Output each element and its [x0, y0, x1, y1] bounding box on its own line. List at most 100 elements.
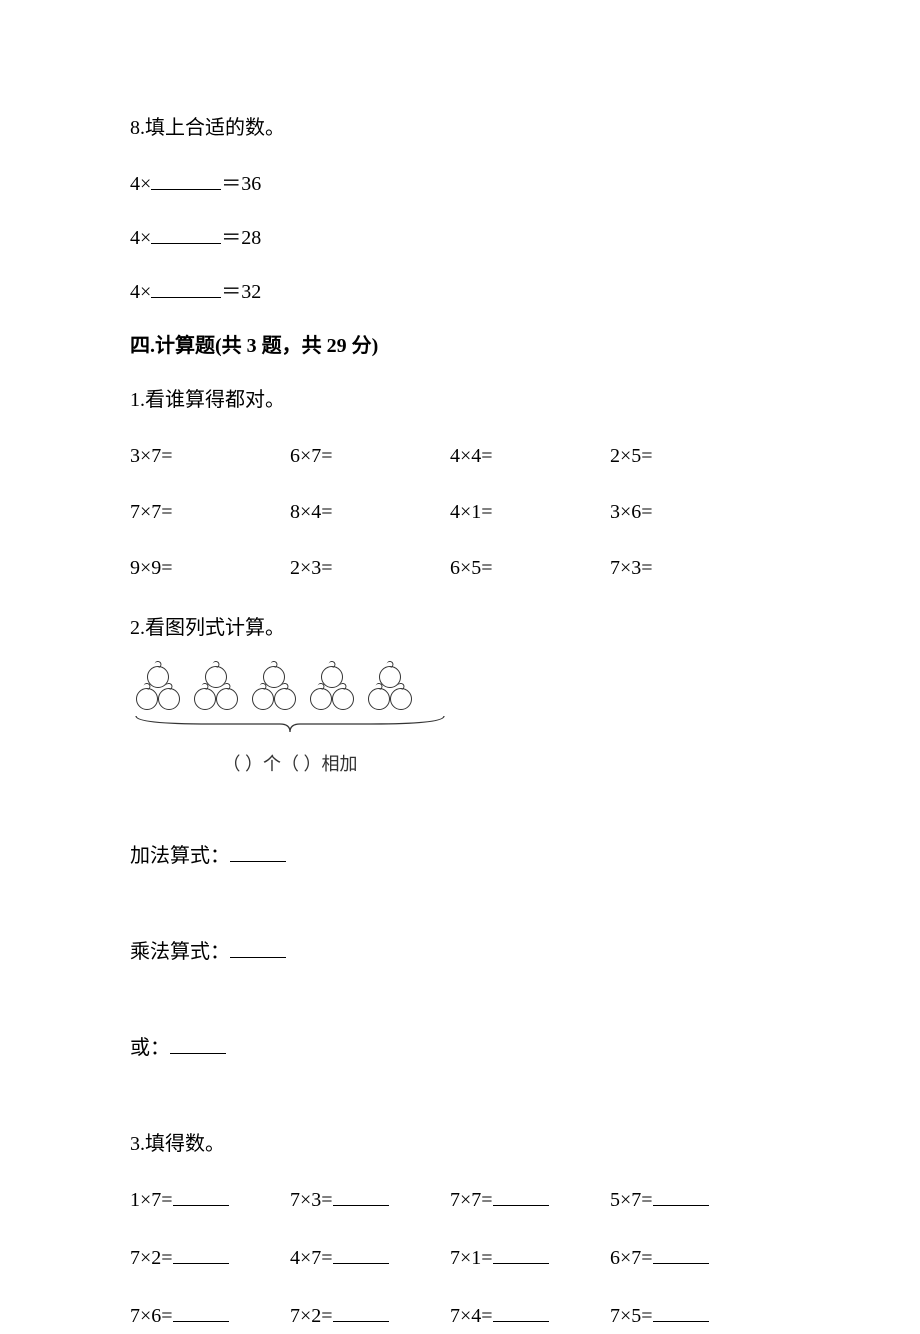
q3-cell: 7×6=: [130, 1298, 290, 1334]
apple-group: [136, 666, 180, 710]
apple-pair: [136, 688, 180, 710]
q1-grid: 3×7= 6×7= 4×4= 2×5= 7×7= 8×4= 4×1= 3×6= …: [130, 438, 790, 586]
apple-icon: [368, 688, 390, 710]
apple-row: [136, 666, 450, 710]
q3-cell: 4×7=: [290, 1240, 450, 1276]
spacer: [130, 980, 790, 1030]
blank: [151, 226, 221, 244]
apple-icon: [158, 688, 180, 710]
blank: [493, 1304, 549, 1322]
q1-cell: 2×3=: [290, 550, 450, 586]
q8-line-2-suffix: ＝28: [221, 227, 261, 249]
q2-or-label: 或：: [130, 1037, 170, 1059]
q8-line-2-prefix: 4×: [130, 227, 151, 249]
blank: [151, 172, 221, 190]
q3-expr: 7×5=: [610, 1305, 653, 1327]
q3-expr: 1×7=: [130, 1189, 173, 1211]
spacer: [130, 788, 790, 838]
q8-line-1: 4× ＝36: [130, 166, 790, 202]
q1-cell: 3×6=: [610, 494, 730, 530]
q1-cell: 7×7=: [130, 494, 290, 530]
q2-multiplication-label: 乘法算式：: [130, 941, 230, 963]
section-4-title: 四.计算题(共 3 题，共 29 分): [130, 328, 790, 364]
blank: [333, 1188, 389, 1206]
q1-cell: 3×7=: [130, 438, 290, 474]
brace-icon: [130, 714, 450, 734]
q3-grid: 1×7= 7×3= 7×7= 5×7= 7×2= 4×7= 7×1= 6×7= …: [130, 1182, 790, 1334]
q3-cell: 6×7=: [610, 1240, 750, 1276]
apple-icon: [310, 688, 332, 710]
q1-cell: 6×5=: [450, 550, 610, 586]
q3-expr: 7×7=: [450, 1189, 493, 1211]
blank: [173, 1304, 229, 1322]
apple-group: [194, 666, 238, 710]
q1-cell: 9×9=: [130, 550, 290, 586]
apple-pair: [368, 688, 412, 710]
apple-icon: [274, 688, 296, 710]
apple-icon: [332, 688, 354, 710]
q2-diagram-label: （ ）个（ ）相加: [130, 748, 450, 780]
apple-group: [310, 666, 354, 710]
q8-line-1-prefix: 4×: [130, 173, 151, 195]
apple-icon: [252, 688, 274, 710]
q3-cell: 7×4=: [450, 1298, 610, 1334]
q1-cell: 4×1=: [450, 494, 610, 530]
blank: [173, 1188, 229, 1206]
q1-cell: 6×7=: [290, 438, 450, 474]
apple-pair: [194, 688, 238, 710]
q8-line-2: 4× ＝28: [130, 220, 790, 256]
blank: [653, 1246, 709, 1264]
q1-cell: 7×3=: [610, 550, 730, 586]
apple-group: [252, 666, 296, 710]
q3-cell: 7×5=: [610, 1298, 750, 1334]
blank: [493, 1188, 549, 1206]
apple-pair: [252, 688, 296, 710]
q2-or-line: 或：: [130, 1030, 790, 1066]
q3-expr: 6×7=: [610, 1247, 653, 1269]
q3-cell: 1×7=: [130, 1182, 290, 1218]
q2-addition-label: 加法算式：: [130, 845, 230, 867]
apple-pair: [310, 688, 354, 710]
blank: [333, 1246, 389, 1264]
q3-expr: 7×2=: [290, 1305, 333, 1327]
blank: [170, 1036, 226, 1054]
blank: [333, 1304, 389, 1322]
q1-title: 1.看谁算得都对。: [130, 382, 790, 418]
q2-diagram: （ ）个（ ）相加: [130, 666, 450, 780]
q2-title: 2.看图列式计算。: [130, 610, 790, 646]
q3-cell: 7×7=: [450, 1182, 610, 1218]
q3-expr: 7×2=: [130, 1247, 173, 1269]
q3-cell: 7×1=: [450, 1240, 610, 1276]
blank: [173, 1246, 229, 1264]
q1-cell: 4×4=: [450, 438, 610, 474]
q3-cell: 7×3=: [290, 1182, 450, 1218]
q3-expr: 4×7=: [290, 1247, 333, 1269]
blank: [653, 1304, 709, 1322]
blank: [151, 280, 221, 298]
blank: [493, 1246, 549, 1264]
q3-title: 3.填得数。: [130, 1126, 790, 1162]
apple-group: [368, 666, 412, 710]
q2-addition-line: 加法算式：: [130, 838, 790, 874]
blank: [230, 940, 286, 958]
q3-cell: 7×2=: [130, 1240, 290, 1276]
apple-icon: [390, 688, 412, 710]
q8-line-1-suffix: ＝36: [221, 173, 261, 195]
q3-cell: 5×7=: [610, 1182, 750, 1218]
q3-cell: 7×2=: [290, 1298, 450, 1334]
q3-expr: 7×6=: [130, 1305, 173, 1327]
q8-line-3-prefix: 4×: [130, 281, 151, 303]
spacer: [130, 884, 790, 934]
blank: [653, 1188, 709, 1206]
q3-expr: 7×1=: [450, 1247, 493, 1269]
q1-cell: 2×5=: [610, 438, 730, 474]
q8-line-3: 4× ＝32: [130, 274, 790, 310]
q3-expr: 5×7=: [610, 1189, 653, 1211]
q3-expr: 7×4=: [450, 1305, 493, 1327]
q8-line-3-suffix: ＝32: [221, 281, 261, 303]
blank: [230, 844, 286, 862]
q3-expr: 7×3=: [290, 1189, 333, 1211]
apple-icon: [136, 688, 158, 710]
q2-multiplication-line: 乘法算式：: [130, 934, 790, 970]
q8-title: 8.填上合适的数。: [130, 110, 790, 146]
